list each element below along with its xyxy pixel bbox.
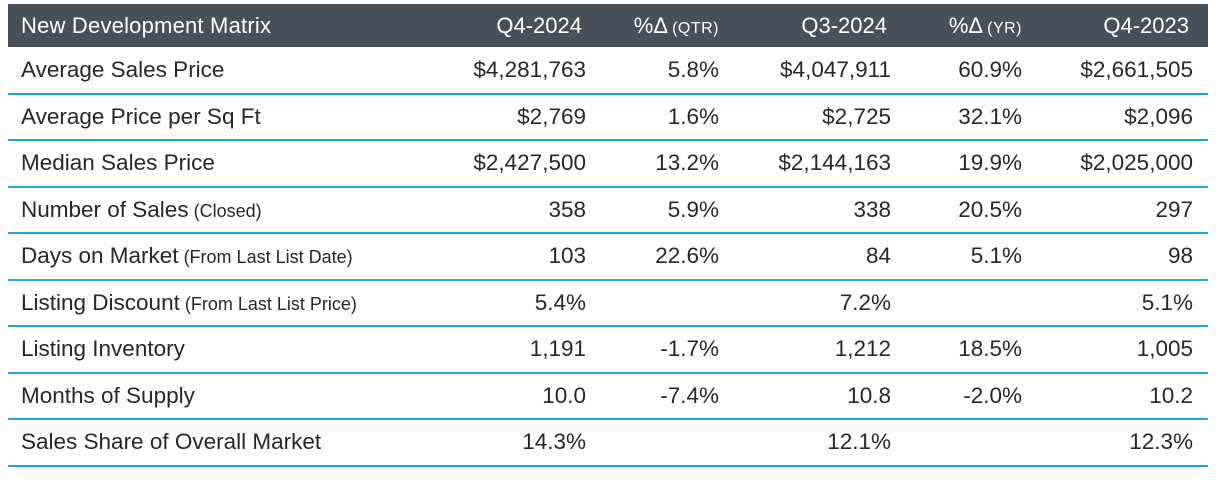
row-label-note: (From Last List Date) xyxy=(183,247,353,268)
cell-q4-2023: $2,096 xyxy=(1022,93,1208,141)
row-label-cell: Number of Sales (Closed) xyxy=(8,186,448,234)
row-label: Median Sales Price xyxy=(21,150,215,176)
cell-q4-2023: $2,025,000 xyxy=(1022,140,1208,188)
header-row: New Development Matrix Q4-2024 %Δ (QTR) Q… xyxy=(8,4,1208,47)
col-header-main: %Δ xyxy=(948,12,984,38)
col-header-q4-2023: Q4-2023 xyxy=(1022,4,1208,47)
cell-q3-2024: 338 xyxy=(719,186,891,234)
cell-pct-delta-qtr: -1.7% xyxy=(586,326,719,374)
cell-q4-2023: 5.1% xyxy=(1022,279,1208,327)
cell-q3-2024: $2,725 xyxy=(719,93,891,141)
row-label: Average Price per Sq Ft xyxy=(21,103,261,129)
row-label-cell: Median Sales Price xyxy=(8,140,448,188)
cell-q3-2024: 84 xyxy=(719,233,891,281)
row-label-cell: Months of Supply xyxy=(8,372,448,420)
cell-q3-2024: 10.8 xyxy=(719,372,891,420)
table-row: Sales Share of Overall Market 14.3% 12.1… xyxy=(8,419,1208,467)
row-label-cell: Sales Share of Overall Market xyxy=(8,419,448,467)
cell-pct-delta-qtr xyxy=(586,279,719,327)
table-row: Days on Market (From Last List Date) 103 … xyxy=(8,233,1208,281)
col-header-main: Q3-2024 xyxy=(801,12,887,38)
col-header-pct-delta-qtr: %Δ (QTR) xyxy=(586,4,719,47)
row-label-note: (Closed) xyxy=(193,200,262,221)
cell-q4-2024: 103 xyxy=(448,233,586,281)
col-header-q4-2024: Q4-2024 xyxy=(448,4,586,47)
cell-q4-2024: 5.4% xyxy=(448,279,586,327)
row-label: Number of Sales xyxy=(21,196,189,222)
cell-q3-2024: $4,047,911 xyxy=(719,47,891,95)
row-label: Average Sales Price xyxy=(21,56,225,82)
row-label: Listing Inventory xyxy=(21,336,185,362)
cell-q4-2023: 10.2 xyxy=(1022,372,1208,420)
cell-pct-delta-yr: 20.5% xyxy=(891,186,1022,234)
row-label: Months of Supply xyxy=(21,382,195,408)
new-development-matrix-table: New Development Matrix Q4-2024 %Δ (QTR) Q… xyxy=(8,4,1208,467)
col-header-main: Q4-2024 xyxy=(496,12,582,38)
cell-q4-2024: 10.0 xyxy=(448,372,586,420)
cell-pct-delta-yr: 19.9% xyxy=(891,140,1022,188)
cell-pct-delta-yr: 32.1% xyxy=(891,93,1022,141)
cell-q3-2024: $2,144,163 xyxy=(719,140,891,188)
table-row: Months of Supply 10.0 -7.4% 10.8 -2.0% 1… xyxy=(8,372,1208,420)
cell-q3-2024: 12.1% xyxy=(719,419,891,467)
cell-pct-delta-qtr: -7.4% xyxy=(586,372,719,420)
cell-q4-2023: 1,005 xyxy=(1022,326,1208,374)
row-label-note: (From Last List Price) xyxy=(184,293,357,314)
row-label-cell: Days on Market (From Last List Date) xyxy=(8,233,448,281)
col-header-sub: (YR) xyxy=(987,19,1022,37)
cell-pct-delta-yr xyxy=(891,279,1022,327)
table-row: Average Sales Price $4,281,763 5.8% $4,0… xyxy=(8,47,1208,95)
cell-pct-delta-yr: 60.9% xyxy=(891,47,1022,95)
col-header-main: %Δ xyxy=(633,12,669,38)
cell-q3-2024: 1,212 xyxy=(719,326,891,374)
cell-q4-2023: 12.3% xyxy=(1022,419,1208,467)
cell-pct-delta-yr: 18.5% xyxy=(891,326,1022,374)
cell-pct-delta-yr: 5.1% xyxy=(891,233,1022,281)
cell-q4-2024: $2,427,500 xyxy=(448,140,586,188)
col-header-sub: (QTR) xyxy=(672,19,719,37)
cell-pct-delta-qtr xyxy=(586,419,719,467)
table-row: Listing Discount (From Last List Price) 5… xyxy=(8,279,1208,327)
cell-pct-delta-yr xyxy=(891,419,1022,467)
cell-q4-2023: 98 xyxy=(1022,233,1208,281)
table-body: Average Sales Price $4,281,763 5.8% $4,0… xyxy=(8,47,1208,467)
cell-q4-2023: $2,661,505 xyxy=(1022,47,1208,95)
cell-pct-delta-qtr: 22.6% xyxy=(586,233,719,281)
row-label-cell: Listing Discount (From Last List Price) xyxy=(8,279,448,327)
col-header-main: Q4-2023 xyxy=(1103,12,1189,38)
row-label: Days on Market xyxy=(21,243,179,269)
row-label: Listing Discount xyxy=(21,289,180,315)
table-title: New Development Matrix xyxy=(21,12,272,38)
cell-q4-2024: $4,281,763 xyxy=(448,47,586,95)
col-header-pct-delta-yr: %Δ (YR) xyxy=(891,4,1022,47)
col-header-q3-2024: Q3-2024 xyxy=(719,4,891,47)
cell-pct-delta-yr: -2.0% xyxy=(891,372,1022,420)
cell-pct-delta-qtr: 5.9% xyxy=(586,186,719,234)
row-label-cell: Listing Inventory xyxy=(8,326,448,374)
cell-q4-2024: 1,191 xyxy=(448,326,586,374)
cell-pct-delta-qtr: 13.2% xyxy=(586,140,719,188)
cell-q3-2024: 7.2% xyxy=(719,279,891,327)
row-label-cell: Average Price per Sq Ft xyxy=(8,93,448,141)
cell-q4-2023: 297 xyxy=(1022,186,1208,234)
cell-q4-2024: $2,769 xyxy=(448,93,586,141)
table-row: Number of Sales (Closed) 358 5.9% 338 20.… xyxy=(8,186,1208,234)
cell-pct-delta-qtr: 1.6% xyxy=(586,93,719,141)
row-label-cell: Average Sales Price xyxy=(8,47,448,95)
cell-pct-delta-qtr: 5.8% xyxy=(586,47,719,95)
table-row: Average Price per Sq Ft $2,769 1.6% $2,7… xyxy=(8,93,1208,141)
cell-q4-2024: 14.3% xyxy=(448,419,586,467)
cell-q4-2024: 358 xyxy=(448,186,586,234)
table-row: Median Sales Price $2,427,500 13.2% $2,1… xyxy=(8,140,1208,188)
table-row: Listing Inventory 1,191 -1.7% 1,212 18.5… xyxy=(8,326,1208,374)
row-label: Sales Share of Overall Market xyxy=(21,429,322,455)
